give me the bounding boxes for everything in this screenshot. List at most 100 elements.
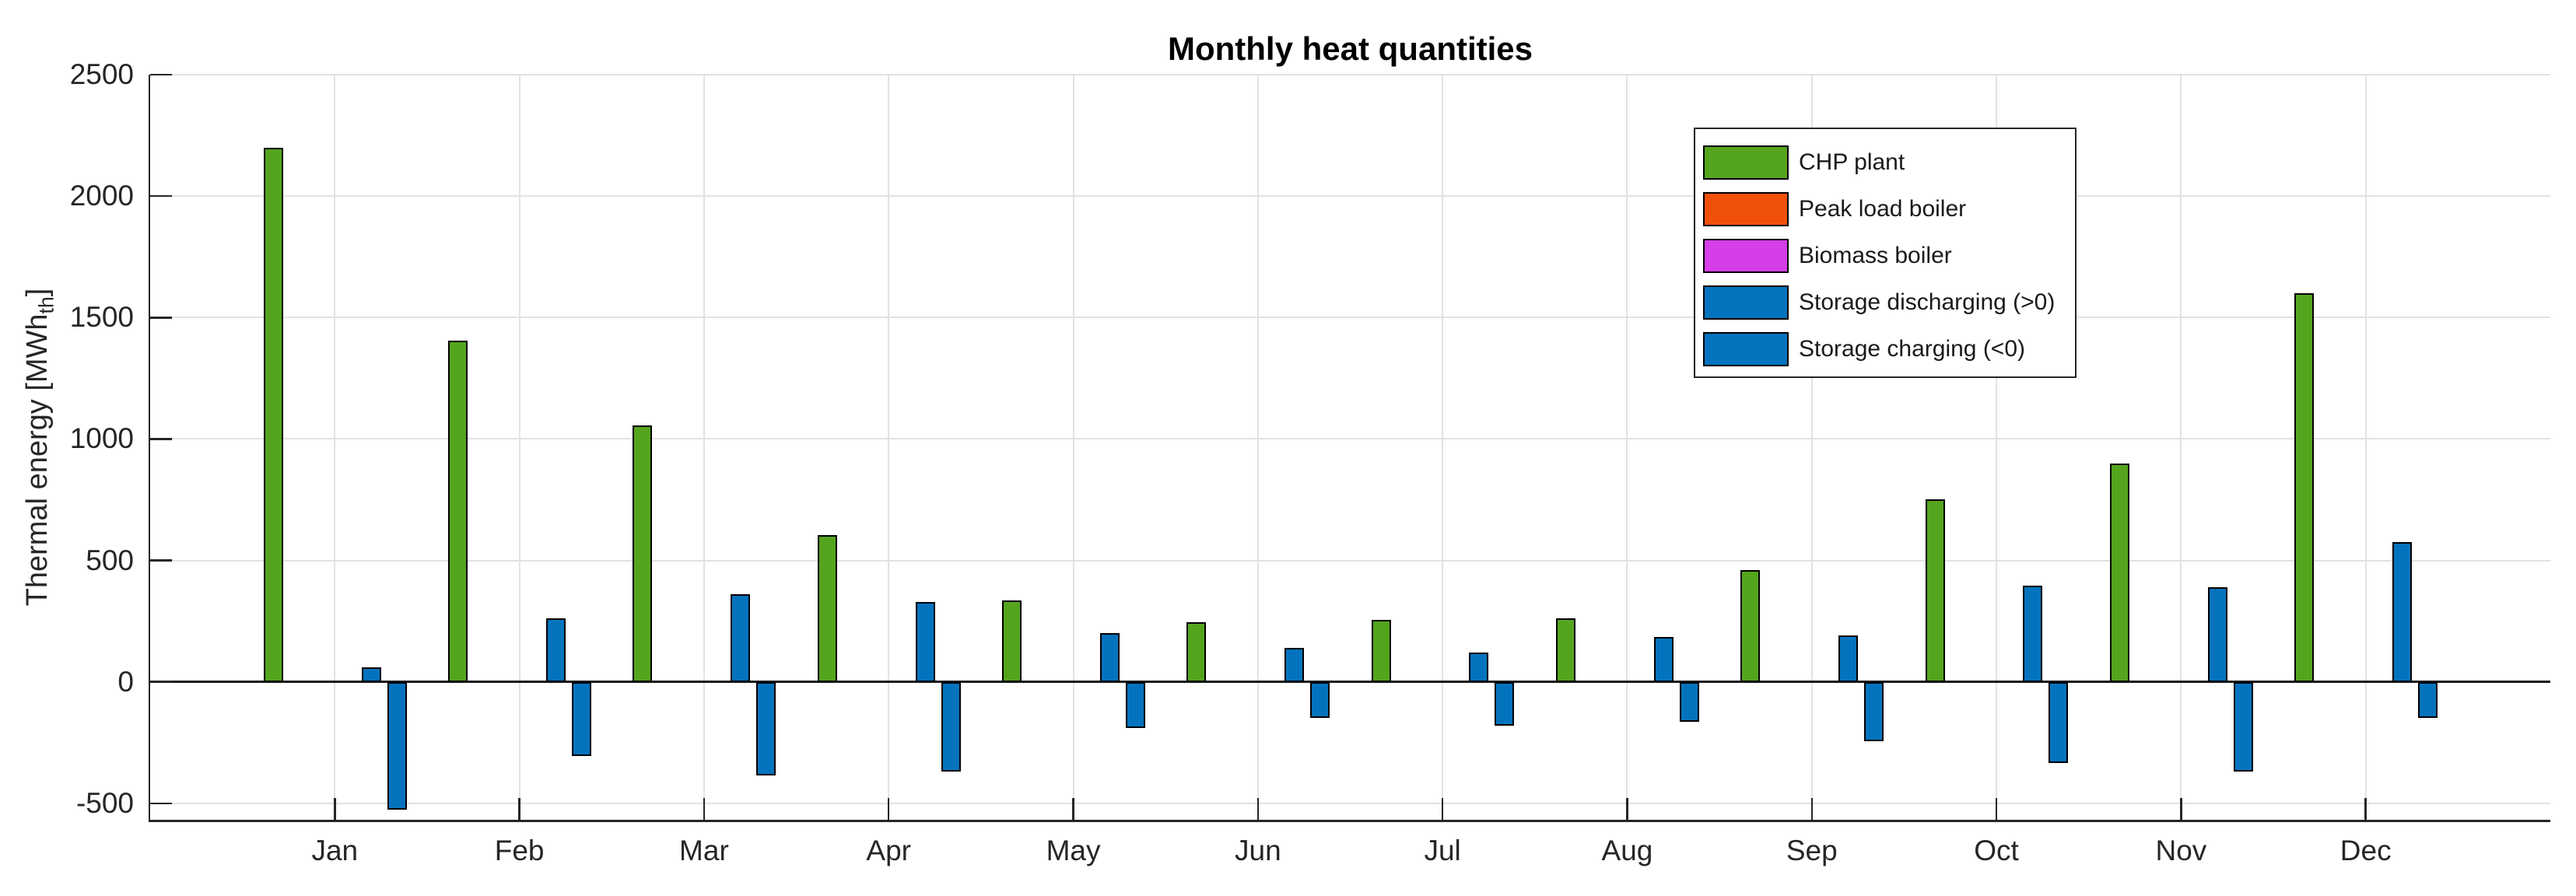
x-tick-mark <box>1441 798 1444 820</box>
bar-chp-plant-sep <box>1740 570 1761 682</box>
bar-storage-charging-0-jun <box>1310 681 1330 719</box>
y-tick-label: 500 <box>86 544 134 576</box>
h-gridline <box>150 74 2550 75</box>
v-gridline <box>703 75 705 820</box>
bar-storage-discharging-0-mar <box>731 594 751 682</box>
bar-chp-plant-jul <box>1371 620 1391 682</box>
v-gridline <box>334 75 336 820</box>
x-tick-mark <box>518 798 520 820</box>
bar-chp-plant-may <box>1002 600 1022 682</box>
bar-storage-charging-0-jan <box>387 681 407 810</box>
x-tick-label: May <box>1046 835 1101 866</box>
bar-chp-plant-jun <box>1186 622 1207 682</box>
legend-swatch-peak-load-boiler <box>1703 192 1789 226</box>
bar-chp-plant-nov <box>2109 463 2129 682</box>
h-gridline <box>150 559 2550 562</box>
bar-storage-charging-0-dec <box>2417 681 2438 719</box>
bar-storage-discharging-0-may <box>1099 633 1120 682</box>
x-tick-mark <box>887 798 890 820</box>
bar-storage-charging-0-jul <box>1495 681 1515 726</box>
y-tick-label: 2500 <box>69 58 134 90</box>
x-tick-mark <box>703 798 706 820</box>
legend-swatch-storage-charging-0 <box>1703 332 1789 366</box>
y-tick-mark <box>150 802 172 805</box>
y-tick-mark <box>150 194 172 198</box>
y-axis-label-bracket: ] <box>21 288 54 297</box>
bar-chp-plant-aug <box>1555 618 1575 682</box>
x-tick-label: Mar <box>679 835 729 866</box>
bar-storage-discharging-0-aug <box>1653 636 1674 682</box>
legend-swatch-chp-plant <box>1703 145 1789 180</box>
legend-label-chp-plant: CHP plant <box>1799 149 1905 175</box>
bar-storage-discharging-0-feb <box>545 618 566 682</box>
bar-storage-discharging-0-oct <box>2023 586 2043 682</box>
x-tick-mark <box>1810 798 1814 820</box>
x-tick-mark <box>1072 798 1074 820</box>
x-tick-label: Jun <box>1235 835 1281 866</box>
x-tick-label: Jan <box>311 835 359 866</box>
v-gridline <box>518 75 520 820</box>
v-gridline <box>2364 75 2367 820</box>
y-tick-mark <box>150 559 172 562</box>
legend-swatch-storage-discharging-0 <box>1703 285 1789 320</box>
x-tick-mark <box>1256 798 1260 820</box>
y-tick-label: -500 <box>75 786 134 819</box>
bar-storage-charging-0-may <box>1125 681 1145 728</box>
x-tick-mark <box>334 798 336 820</box>
v-gridline <box>1810 75 1813 820</box>
x-tick-mark <box>1626 798 1628 820</box>
bar-chp-plant-mar <box>633 425 653 682</box>
v-gridline <box>2180 75 2182 820</box>
x-tick-label: Feb <box>494 835 545 866</box>
zero-baseline <box>150 681 2550 684</box>
y-tick-label: 2000 <box>69 180 134 212</box>
bar-storage-charging-0-mar <box>756 681 776 775</box>
x-tick-mark <box>2180 798 2182 820</box>
y-axis-line <box>148 75 150 822</box>
v-gridline <box>1626 75 1628 820</box>
x-tick-mark <box>1995 798 1998 820</box>
bar-storage-discharging-0-jul <box>1469 653 1489 682</box>
chart-title: Monthly heat quantities <box>1167 30 1533 67</box>
bar-storage-discharging-0-jun <box>1284 647 1305 682</box>
bar-chp-plant-feb <box>448 340 468 682</box>
bar-chp-plant-apr <box>817 534 837 682</box>
legend-label-storage-discharging-0: Storage discharging (>0) <box>1799 289 2056 315</box>
y-tick-mark <box>150 681 172 683</box>
legend-label-peak-load-boiler: Peak load boiler <box>1799 196 1967 222</box>
x-tick-label: Sep <box>1786 835 1838 866</box>
x-tick-label: Oct <box>1974 835 2019 866</box>
bar-storage-charging-0-nov <box>2233 681 2253 772</box>
h-gridline <box>150 195 2550 198</box>
x-tick-mark <box>2364 798 2367 820</box>
y-tick-label: 1000 <box>69 422 134 455</box>
v-gridline <box>1072 75 1074 820</box>
bar-storage-charging-0-aug <box>1679 681 1699 723</box>
x-tick-label: Nov <box>2155 835 2207 866</box>
bar-storage-charging-0-apr <box>941 681 961 772</box>
bar-storage-charging-0-oct <box>2049 681 2069 764</box>
y-tick-label: 1500 <box>69 301 134 334</box>
v-gridline <box>1256 75 1259 820</box>
legend-swatch-biomass-boiler <box>1703 239 1789 273</box>
x-tick-label: Aug <box>1601 835 1653 866</box>
legend-label-storage-charging-0: Storage charging (<0) <box>1799 336 2026 362</box>
bar-chp-plant-jan <box>263 147 283 682</box>
legend: CHP plant Peak load boiler Biomass boiler S… <box>1694 128 2077 378</box>
y-tick-mark <box>150 438 172 440</box>
v-gridline <box>1442 75 1444 820</box>
bar-storage-discharging-0-sep <box>1838 635 1859 682</box>
h-gridline <box>150 438 2550 440</box>
legend-label-biomass-boiler: Biomass boiler <box>1799 243 1952 268</box>
bar-storage-charging-0-sep <box>1864 681 1884 742</box>
v-gridline <box>1996 75 1998 820</box>
bar-storage-charging-0-feb <box>571 681 591 756</box>
v-gridline <box>888 75 890 820</box>
bar-storage-discharging-0-dec <box>2392 542 2412 682</box>
bar-storage-discharging-0-jan <box>361 667 381 682</box>
h-gridline <box>150 802 2550 804</box>
h-gridline <box>150 317 2550 319</box>
bar-storage-discharging-0-nov <box>2207 586 2227 682</box>
y-tick-label: 0 <box>117 665 134 698</box>
